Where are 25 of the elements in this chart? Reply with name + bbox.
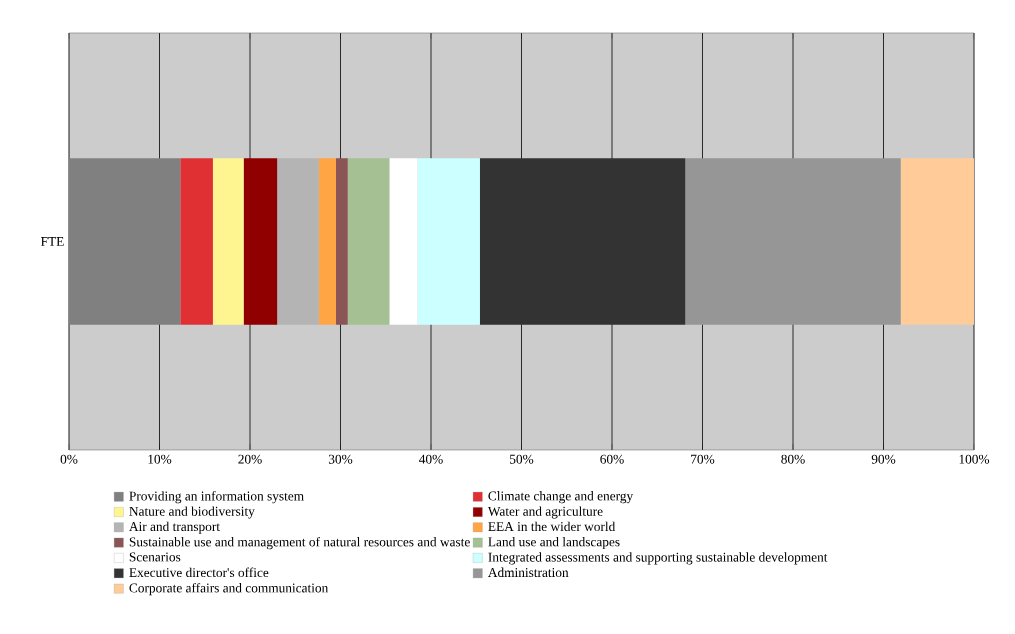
legend-label: Executive director's office [129,567,269,578]
legend-label: Integrated assessments and supporting sustainable development [488,552,828,565]
x-tick-label: 20% [238,454,262,464]
y-tick-label: FTE [40,237,64,246]
legend-label: Climate change and energy [488,491,634,504]
x-tick-label: 50% [510,454,534,464]
legend-label: Air and transport [129,521,220,534]
legend-label: Water and agriculture [487,506,603,519]
legend-label: Corporate affairs and communication [129,582,329,596]
x-tick-label: 70% [691,454,715,464]
x-tick-label: 10% [148,454,172,464]
legend-label: Sustainable use and management of natural resources and waste [129,536,470,550]
x-tick-label: 100% [959,454,990,464]
x-tick-label: 30% [328,454,353,464]
legend-label: Administration [488,567,569,578]
legend-label: EEA in the wider world [488,521,616,532]
legend-label: Nature and biodiversity [129,506,255,519]
x-tick-label: 80% [781,454,805,464]
legend-label: Providing an information system [129,491,304,504]
x-tick-label: 60% [600,454,624,464]
x-tick-label: 40% [419,454,443,464]
legend-label: Land use and landscapes [488,536,620,550]
x-tick-label: 0% [60,454,78,464]
legend-label: Scenarios [129,552,181,562]
x-tick-label: 90% [871,454,896,464]
